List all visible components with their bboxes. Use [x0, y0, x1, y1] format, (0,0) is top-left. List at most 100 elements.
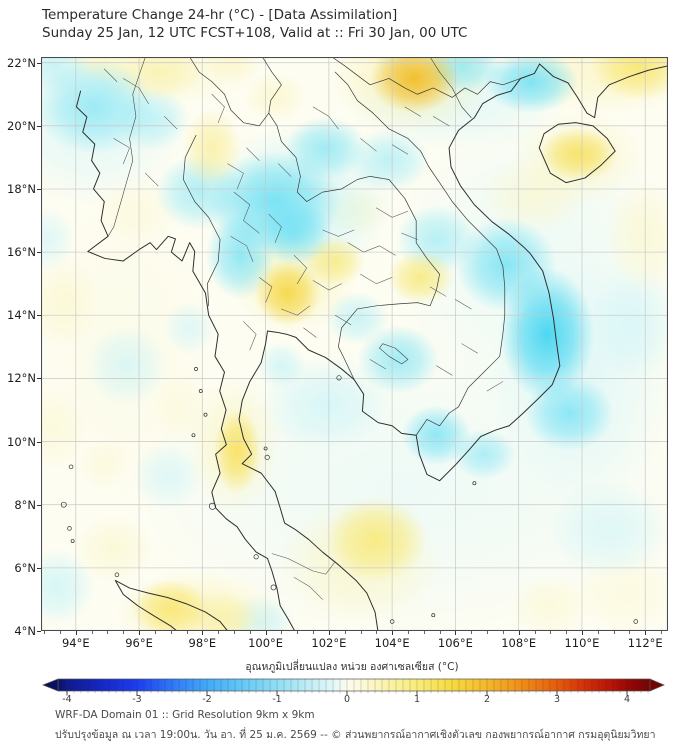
small-islands: [61, 367, 637, 623]
x-axis-minor-tick: [629, 631, 631, 634]
x-axis-tick: [518, 631, 520, 635]
y-axis-tick: [37, 315, 41, 317]
y-axis-tick-label: 22°N: [7, 55, 36, 70]
map-plot-area: [41, 57, 668, 631]
x-axis-tick-label: 104°E: [374, 636, 410, 650]
y-axis-tick-label: 12°N: [7, 371, 36, 386]
y-axis-tick-label: 4°N: [14, 624, 36, 638]
x-axis-minor-tick: [297, 631, 299, 634]
anomaly-blob: [591, 57, 668, 101]
anomaly-blob: [41, 207, 75, 272]
x-axis-minor-tick: [107, 631, 109, 634]
colorbar-tick-label: -1: [272, 694, 282, 705]
northern-borders: [190, 57, 282, 126]
red-river: [430, 57, 471, 118]
map-frame: [41, 57, 668, 631]
tonle-sap-lake: [379, 344, 407, 364]
anomaly-blob: [325, 496, 427, 583]
x-axis-minor-tick: [123, 631, 125, 634]
province-boundaries: [104, 69, 503, 599]
x-axis-minor-tick: [423, 631, 425, 634]
coastline-gulf-vietnam-china: [239, 64, 668, 631]
anomaly-blob: [509, 574, 592, 631]
anomaly-blob: [325, 291, 389, 346]
x-axis-minor-tick: [566, 631, 568, 634]
x-axis-tick-label: 94°E: [61, 636, 90, 650]
x-axis-minor-tick: [218, 631, 220, 634]
x-axis-minor-tick: [154, 631, 156, 634]
x-axis-tick: [392, 631, 394, 635]
anomaly-blob: [132, 441, 203, 512]
x-axis-minor-tick: [44, 631, 46, 634]
x-axis-minor-tick: [233, 631, 235, 634]
y-axis-tick-label: 20°N: [7, 118, 36, 133]
anomaly-blob: [131, 578, 211, 631]
anomaly-blob: [499, 267, 595, 401]
chart-subtitle: Sunday 25 Jan, 12 UTC FCST+108, Valid at…: [42, 25, 468, 41]
x-axis-minor-tick: [471, 631, 473, 634]
anomaly-blob: [254, 260, 321, 327]
x-axis-minor-tick: [360, 631, 362, 634]
irrawaddy-river: [108, 57, 145, 236]
y-axis-tick: [37, 567, 41, 569]
y-axis-tick: [37, 631, 41, 632]
colorbar-left-arrow: [42, 678, 59, 692]
x-axis-minor-tick: [313, 631, 315, 634]
anomaly-blob: [72, 514, 155, 584]
colorbar-right-arrow: [649, 678, 665, 692]
y-axis-tick-label: 16°N: [7, 245, 36, 260]
anomaly-blob: [483, 57, 579, 114]
y-axis-tick-label: 6°N: [14, 560, 36, 575]
colorbar-tick-label: -3: [132, 694, 142, 705]
anomaly-blob: [588, 264, 668, 379]
colorbar-tick-label: -2: [202, 694, 212, 705]
y-axis-tick: [37, 504, 41, 506]
chart-title: Temperature Change 24-hr (°C) - [Data As…: [42, 7, 398, 23]
sumatra-coastline: [115, 580, 227, 631]
x-axis-tick: [265, 631, 267, 635]
y-axis-tick: [37, 378, 41, 380]
anomaly-blob: [387, 250, 454, 305]
anomaly-blob: [547, 479, 668, 581]
vietnam-china-border: [332, 57, 521, 97]
x-axis-tick: [581, 631, 583, 635]
temperature-anomaly-field: [41, 57, 668, 631]
x-axis-tick-label: 102°E: [311, 636, 347, 650]
x-axis-tick: [202, 631, 204, 635]
thailand-laos-cambodia-border: [269, 113, 440, 379]
footer-domain-info: WRF-DA Domain 01 :: Grid Resolution 9km …: [55, 709, 315, 721]
anomaly-blob: [41, 258, 102, 347]
anomaly-blob: [200, 57, 261, 84]
y-axis-tick-label: 10°N: [7, 434, 36, 449]
laos-vietnam-cambodia-border: [335, 72, 505, 435]
x-axis-minor-tick: [376, 631, 378, 634]
x-axis-tick-label: 106°E: [437, 636, 473, 650]
x-axis-minor-tick: [502, 631, 504, 634]
anomaly-blob: [162, 301, 217, 355]
x-axis-minor-tick: [344, 631, 346, 634]
x-axis-tick-label: 108°E: [501, 636, 537, 650]
hainan-island-coastline: [539, 123, 615, 183]
geography-layer: [61, 57, 668, 631]
y-axis-tick: [37, 125, 41, 127]
x-axis-tick: [328, 631, 330, 635]
colorbar-tick-label: 3: [553, 694, 561, 705]
anomaly-blob: [401, 405, 472, 466]
x-axis-minor-tick: [613, 631, 615, 634]
colorbar-tick-label: 4: [623, 694, 631, 705]
anomaly-blob: [357, 324, 440, 395]
y-axis-tick: [37, 252, 41, 254]
x-axis-tick-label: 112°E: [627, 636, 663, 650]
x-axis-tick: [139, 631, 141, 635]
anomaly-blob: [243, 72, 307, 123]
y-axis-tick-label: 14°N: [7, 308, 36, 323]
colorbar-tick-label: 2: [483, 694, 491, 705]
x-axis-minor-tick: [550, 631, 552, 634]
anomaly-blob: [208, 151, 342, 253]
x-axis-minor-tick: [597, 631, 599, 634]
myanmar-thailand-border: [183, 135, 220, 305]
x-axis-minor-tick: [487, 631, 489, 634]
x-axis-minor-tick: [249, 631, 251, 634]
colorbar-tick-label: 0: [343, 694, 351, 705]
